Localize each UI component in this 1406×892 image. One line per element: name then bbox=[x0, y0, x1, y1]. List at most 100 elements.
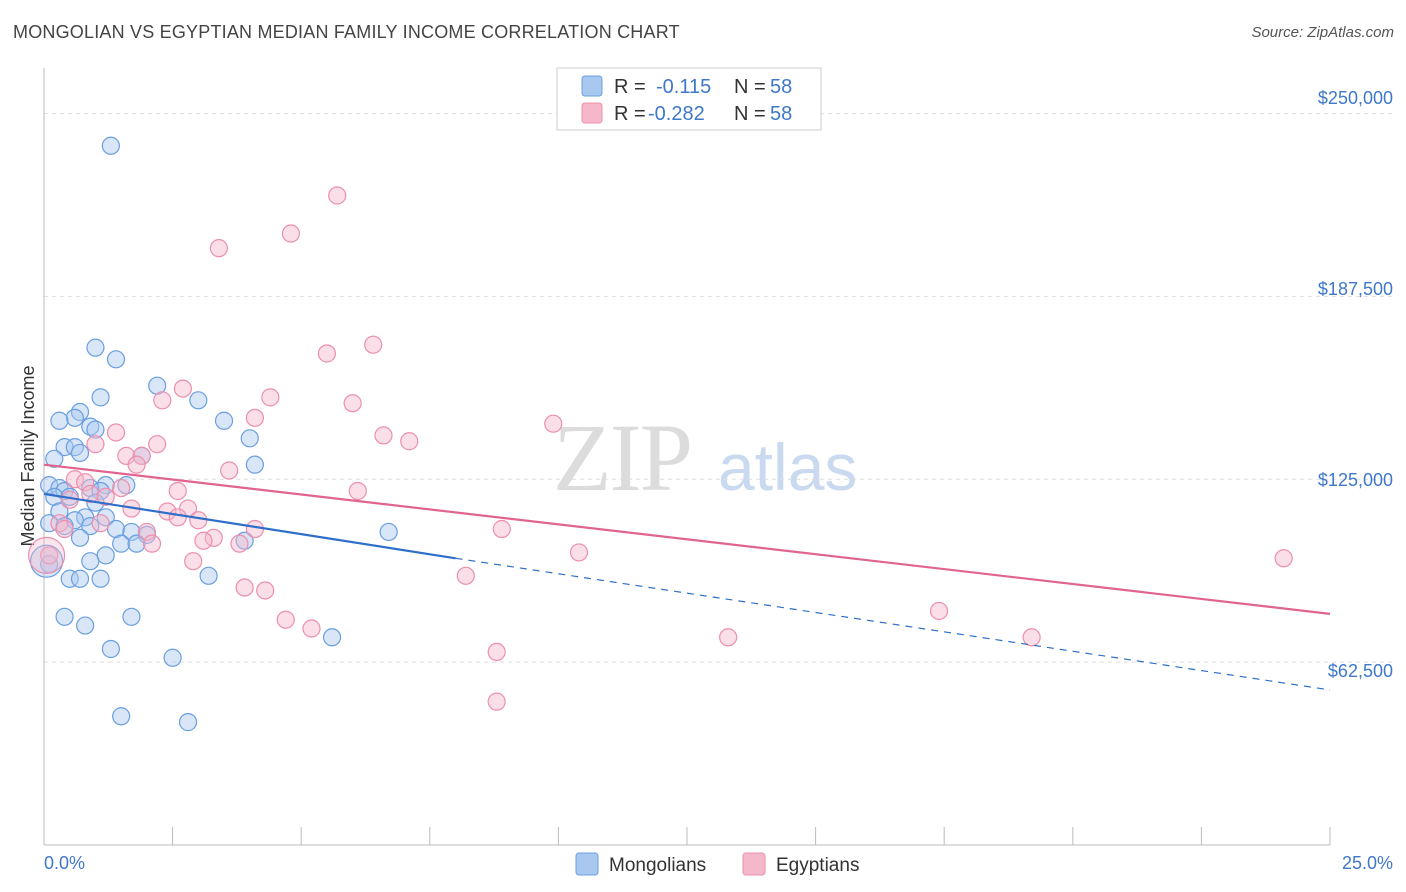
point-egyptians bbox=[1274, 549, 1293, 568]
point-mongolians bbox=[112, 707, 131, 726]
point-egyptians bbox=[328, 186, 347, 205]
point-mongolians bbox=[55, 481, 74, 501]
point-mongolians bbox=[122, 522, 141, 542]
point-egyptians-cluster bbox=[27, 536, 66, 574]
y-tick-labels: $250,000 $187,500 $125,000 $62,500 bbox=[1318, 88, 1393, 681]
x-tick-label-max: 25.0% bbox=[1342, 853, 1393, 873]
trend-line-mongolians bbox=[43, 492, 456, 560]
point-mongolians bbox=[70, 443, 90, 463]
point-mongolians bbox=[81, 516, 100, 536]
y-axis-label: Median Family Income bbox=[18, 365, 38, 546]
point-egyptians bbox=[364, 335, 383, 354]
point-mongolians bbox=[45, 449, 64, 468]
point-mongolians bbox=[96, 508, 115, 527]
point-mongolians bbox=[55, 607, 74, 626]
y-tick-label-62500: $62,500 bbox=[1328, 661, 1393, 681]
point-mongolians bbox=[101, 136, 120, 155]
point-egyptians bbox=[204, 528, 223, 547]
point-egyptians bbox=[245, 519, 265, 539]
point-mongolians bbox=[178, 713, 198, 732]
point-egyptians bbox=[209, 239, 228, 258]
point-egyptians bbox=[91, 514, 110, 533]
point-mongolians bbox=[60, 569, 79, 588]
point-mongolians bbox=[245, 455, 265, 474]
point-mongolians bbox=[91, 481, 110, 501]
point-egyptians bbox=[261, 388, 280, 407]
legend-swatch-egyptians bbox=[581, 102, 603, 124]
point-mongolians bbox=[70, 528, 90, 547]
point-egyptians bbox=[343, 394, 362, 413]
bottom-legend: Mongolians Egyptians bbox=[575, 852, 859, 876]
legend-n-label-egyptians: N = bbox=[734, 103, 766, 125]
point-egyptians bbox=[348, 481, 367, 501]
point-egyptians bbox=[220, 461, 239, 480]
point-egyptians bbox=[235, 578, 254, 597]
point-egyptians bbox=[112, 478, 131, 498]
trend-lines bbox=[43, 463, 1331, 691]
point-mongolians bbox=[322, 628, 342, 647]
x-tick-label-min: 0.0% bbox=[44, 853, 85, 873]
point-egyptians bbox=[487, 692, 506, 711]
point-egyptians bbox=[719, 628, 738, 647]
trend-line-mongolians-extension bbox=[455, 557, 1331, 691]
point-egyptians bbox=[456, 566, 475, 585]
point-mongolians bbox=[70, 402, 90, 422]
point-egyptians bbox=[40, 546, 59, 565]
point-egyptians bbox=[317, 344, 337, 363]
point-mongolians bbox=[379, 522, 398, 542]
point-mongolians bbox=[91, 388, 110, 407]
point-egyptians bbox=[106, 423, 126, 442]
point-mongolians bbox=[127, 534, 146, 553]
chart-title: MONGOLIAN VS EGYPTIAN MEDIAN FAMILY INCO… bbox=[13, 22, 680, 42]
legend-r-value-egyptians: -0.282 bbox=[648, 103, 705, 125]
series-egyptians bbox=[27, 186, 1293, 711]
point-egyptians bbox=[168, 481, 187, 501]
point-mongolians bbox=[163, 648, 182, 667]
point-egyptians bbox=[194, 531, 213, 550]
point-egyptians bbox=[76, 473, 95, 492]
legend-n-value-egyptians: 58 bbox=[770, 103, 792, 125]
point-mongolians bbox=[235, 531, 254, 550]
point-egyptians bbox=[173, 379, 192, 398]
point-egyptians bbox=[153, 391, 172, 410]
watermark: ZIP atlas bbox=[553, 404, 857, 511]
point-mongolians bbox=[81, 417, 100, 436]
point-mongolians bbox=[199, 566, 218, 585]
point-egyptians bbox=[65, 470, 84, 489]
point-mongolians bbox=[117, 476, 136, 495]
point-mongolians bbox=[91, 569, 110, 588]
series-mongolians bbox=[29, 136, 398, 732]
y-tick-label-125000: $125,000 bbox=[1318, 470, 1393, 490]
point-mongolians bbox=[50, 411, 69, 430]
point-egyptians bbox=[148, 435, 167, 454]
point-mongolians bbox=[65, 408, 84, 427]
bottom-legend-swatch-mongolians bbox=[575, 852, 599, 876]
point-egyptians bbox=[86, 435, 105, 454]
legend-n-value-mongolians: 58 bbox=[770, 76, 792, 98]
bottom-legend-swatch-egyptians bbox=[742, 852, 766, 876]
point-egyptians bbox=[189, 511, 208, 530]
x-axis-ticks bbox=[43, 827, 1331, 845]
legend-swatch-mongolians bbox=[581, 75, 603, 97]
point-mongolians bbox=[189, 391, 208, 410]
point-mongolians bbox=[86, 420, 105, 439]
bottom-legend-label-egyptians: Egyptians bbox=[776, 855, 859, 876]
point-mongolians bbox=[96, 546, 115, 565]
point-mongolians bbox=[214, 411, 234, 430]
point-egyptians bbox=[281, 224, 301, 243]
point-egyptians bbox=[569, 543, 589, 562]
point-mongolians bbox=[65, 438, 84, 457]
source-credit: Source: ZipAtlas.com bbox=[1251, 24, 1394, 41]
point-egyptians bbox=[137, 522, 156, 542]
point-mongolians bbox=[86, 338, 105, 357]
legend: R = -0.115 N = 58 R = -0.282 N = 58 bbox=[556, 67, 822, 131]
point-egyptians bbox=[127, 455, 146, 474]
point-mongolians bbox=[70, 569, 90, 588]
point-mongolians bbox=[122, 607, 141, 626]
point-mongolians bbox=[106, 350, 126, 369]
point-egyptians bbox=[96, 487, 115, 506]
point-egyptians bbox=[50, 514, 69, 533]
point-egyptians bbox=[492, 519, 511, 539]
legend-r-label-mongolians: R = bbox=[614, 76, 646, 98]
point-egyptians bbox=[374, 426, 393, 445]
